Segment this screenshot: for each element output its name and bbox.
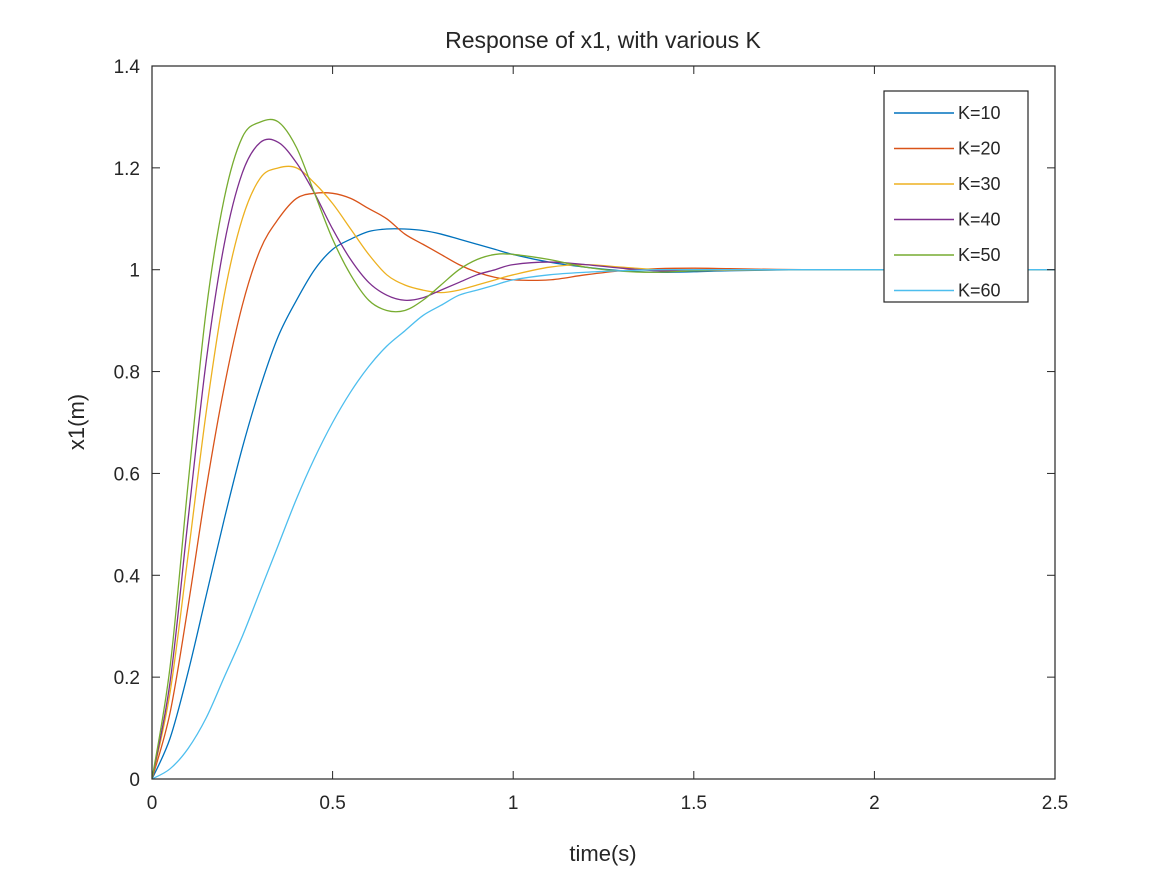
series-line-2 [152, 192, 1055, 779]
legend-label-2: K=20 [958, 139, 1001, 159]
axes [151, 65, 1056, 780]
y-tick-label: 0 [129, 770, 140, 791]
series-line-1 [152, 228, 1055, 779]
x-tick-label: 1 [508, 793, 519, 814]
x-axis-title: time(s) [569, 841, 636, 866]
y-tick-label: 0.4 [114, 566, 141, 587]
axes-box [151, 65, 1056, 780]
y-tick-label: 1.2 [114, 159, 140, 180]
y-tick-label: 1 [129, 261, 140, 282]
ticks: 0 0.5 1 1.5 2 2.5 0 0.2 0.4 0.6 0.8 1 1.2 1.4 [114, 57, 1069, 814]
legend-box [883, 90, 1029, 303]
legend-label-1: K=10 [958, 103, 1001, 123]
x-tick-label: 0 [147, 793, 158, 814]
x-tick-label: 2 [869, 793, 880, 814]
x-tick-label: 0.5 [319, 793, 345, 814]
x-tick-label: 2.5 [1042, 793, 1068, 814]
y-tick-label: 1.4 [114, 57, 141, 78]
series-line-5 [152, 118, 1055, 779]
y-tick-label: 0.8 [114, 363, 140, 384]
legend-label-4: K=40 [958, 210, 1001, 230]
series-line-6 [152, 268, 1055, 779]
y-axis-title: x1(m) [64, 394, 89, 450]
legend: K=10 K=20 K=30 K=40 K=50 K=60 [883, 90, 1029, 303]
legend-label-6: K=60 [958, 281, 1001, 301]
legend-label-3: K=30 [958, 174, 1001, 194]
y-tick-label: 0.2 [114, 668, 140, 689]
chart-title: Response of x1, with various K [445, 27, 761, 53]
x-tick-label: 1.5 [681, 793, 707, 814]
y-tick-label: 0.6 [114, 464, 140, 485]
legend-label-5: K=50 [958, 245, 1001, 265]
